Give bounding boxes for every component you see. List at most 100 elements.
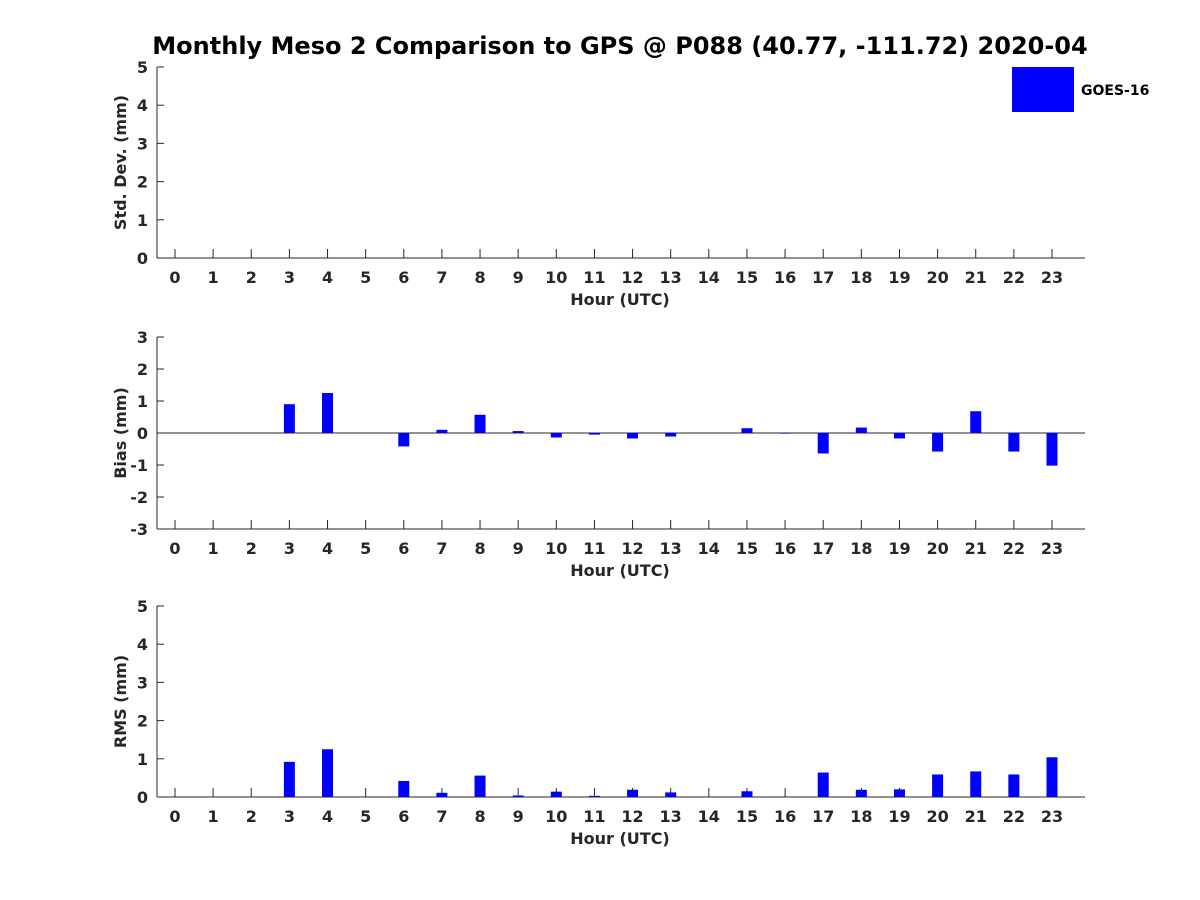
x-tick-label: 6 (398, 807, 409, 826)
x-tick-label: 22 (1003, 268, 1025, 287)
bar (817, 433, 829, 454)
x-tick-label: 4 (322, 539, 333, 558)
bar (322, 749, 334, 797)
bar (588, 433, 600, 435)
bar (932, 774, 944, 797)
y-tick-label: 0 (137, 424, 148, 443)
x-tick-label: 10 (545, 539, 567, 558)
bar (779, 433, 791, 434)
y-tick-label: 2 (137, 360, 148, 379)
x-tick-label: 13 (660, 539, 682, 558)
y-tick-label: 5 (137, 58, 148, 77)
x-tick-label: 5 (360, 268, 371, 287)
bar (665, 792, 677, 797)
x-tick-label: 18 (850, 539, 872, 558)
x-tick-label: 14 (698, 807, 720, 826)
x-tick-label: 3 (284, 807, 295, 826)
bar (398, 433, 410, 447)
x-axis-label: Hour (UTC) (570, 561, 670, 580)
x-tick-label: 16 (774, 807, 796, 826)
bar (970, 771, 982, 797)
bar (550, 791, 562, 797)
x-tick-label: 19 (888, 807, 910, 826)
x-tick-label: 7 (436, 268, 447, 287)
x-tick-label: 15 (736, 268, 758, 287)
x-tick-label: 10 (545, 268, 567, 287)
x-tick-label: 5 (360, 807, 371, 826)
x-tick-label: 19 (888, 539, 910, 558)
bar (474, 414, 486, 433)
y-tick-label: 0 (137, 788, 148, 807)
x-tick-label: 7 (436, 807, 447, 826)
x-tick-label: 23 (1041, 268, 1063, 287)
legend: GOES-16 (1012, 67, 1149, 112)
x-tick-label: 9 (513, 268, 524, 287)
x-tick-label: 1 (208, 539, 219, 558)
bar (436, 792, 448, 797)
x-tick-label: 11 (583, 539, 605, 558)
y-tick-label: 3 (137, 673, 148, 692)
y-tick-label: 2 (137, 173, 148, 192)
legend-swatch (1012, 67, 1074, 112)
bar (283, 761, 295, 797)
y-tick-label: 1 (137, 392, 148, 411)
bar (512, 795, 524, 797)
x-tick-label: 13 (660, 268, 682, 287)
x-tick-label: 15 (736, 539, 758, 558)
chart-title: Monthly Meso 2 Comparison to GPS @ P088 … (152, 32, 1087, 60)
legend-label: GOES-16 (1081, 83, 1149, 99)
y-tick-label: 2 (137, 712, 148, 731)
x-tick-label: 2 (246, 268, 257, 287)
x-tick-label: 9 (513, 807, 524, 826)
x-tick-label: 12 (621, 268, 643, 287)
x-tick-label: 19 (888, 268, 910, 287)
x-tick-label: 18 (850, 268, 872, 287)
y-axis-label: Bias (mm) (111, 387, 130, 479)
bar (436, 429, 448, 433)
y-tick-label: -2 (130, 488, 148, 507)
x-tick-label: 23 (1041, 807, 1063, 826)
x-tick-label: 17 (812, 539, 834, 558)
x-tick-label: 16 (774, 539, 796, 558)
x-tick-label: 12 (621, 807, 643, 826)
x-tick-label: 4 (322, 807, 333, 826)
x-tick-label: 6 (398, 539, 409, 558)
x-tick-label: 7 (436, 539, 447, 558)
x-tick-label: 1 (208, 807, 219, 826)
bar (322, 393, 334, 433)
bar (1046, 433, 1058, 466)
x-tick-label: 2 (246, 807, 257, 826)
y-tick-label: 3 (137, 134, 148, 153)
bar (550, 433, 562, 438)
y-tick-label: 0 (137, 249, 148, 268)
bar (741, 428, 753, 433)
x-tick-label: 6 (398, 268, 409, 287)
x-tick-label: 13 (660, 807, 682, 826)
x-tick-label: 3 (284, 539, 295, 558)
x-tick-label: 22 (1003, 539, 1025, 558)
y-axis-label: RMS (mm) (111, 655, 130, 748)
x-tick-label: 4 (322, 268, 333, 287)
x-tick-label: 21 (965, 539, 987, 558)
x-tick-label: 20 (926, 539, 948, 558)
y-tick-label: 1 (137, 750, 148, 769)
y-tick-label: 4 (137, 96, 148, 115)
y-tick-label: 4 (137, 635, 148, 654)
y-tick-label: -1 (130, 456, 148, 475)
x-tick-label: 16 (774, 268, 796, 287)
bar (817, 772, 829, 797)
x-tick-label: 23 (1041, 539, 1063, 558)
y-tick-label: -3 (130, 520, 148, 539)
x-tick-label: 21 (965, 268, 987, 287)
bar (474, 775, 486, 797)
y-tick-label: 3 (137, 328, 148, 347)
bar (283, 404, 295, 433)
x-tick-label: 1 (208, 268, 219, 287)
bar (855, 789, 867, 797)
